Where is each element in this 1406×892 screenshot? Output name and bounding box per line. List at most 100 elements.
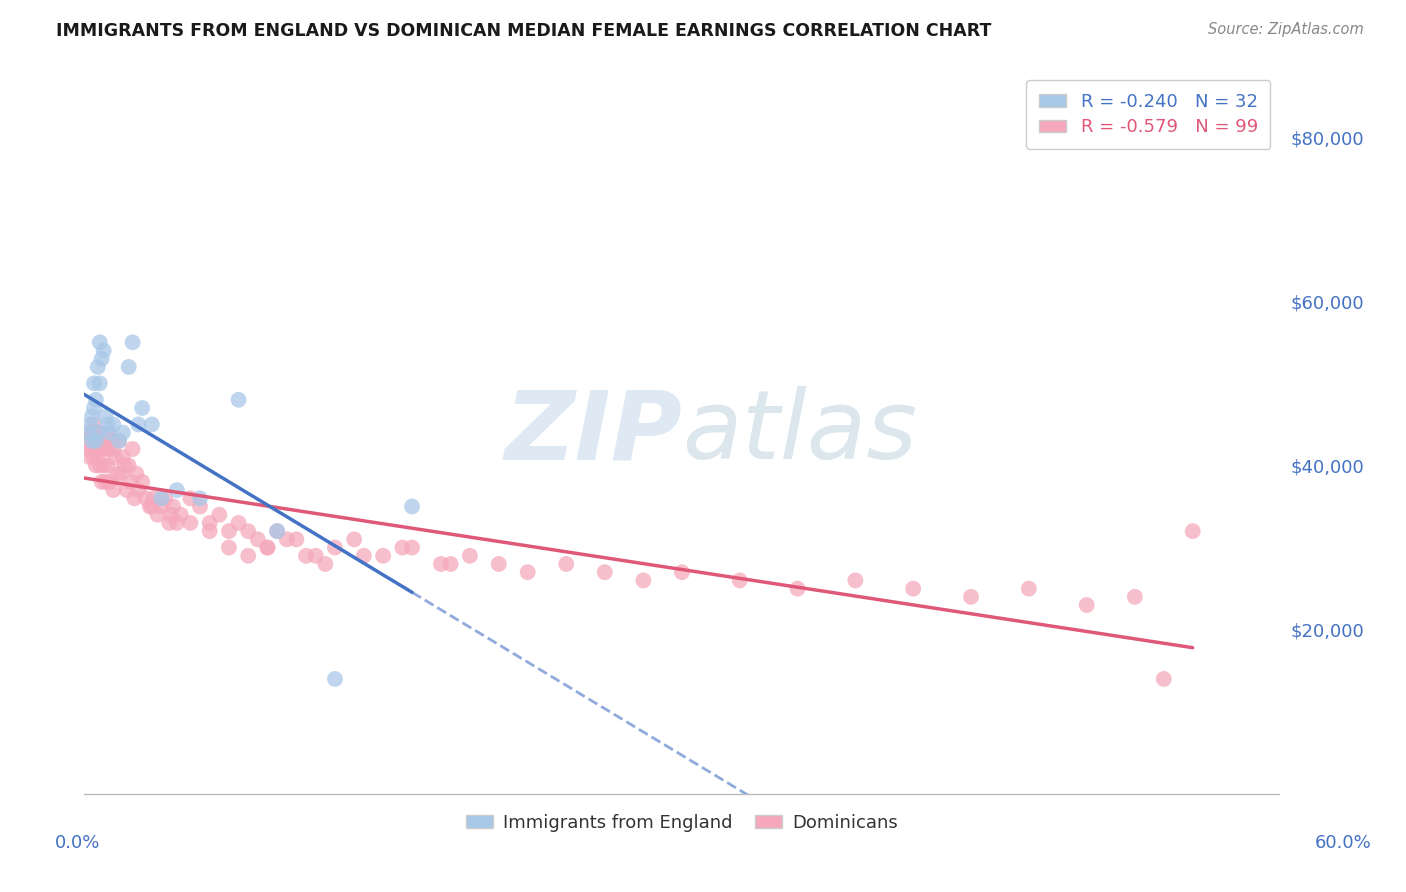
Point [89, 376, 111, 391]
Point [256, 541, 278, 555]
Point [108, 434, 131, 448]
Point [93, 434, 115, 448]
Point [87, 434, 110, 448]
Point [139, 500, 162, 514]
Point [150, 500, 173, 514]
Point [121, 335, 143, 350]
Point [170, 508, 193, 522]
Point [401, 541, 423, 555]
Point [960, 590, 983, 604]
Point [79, 417, 101, 432]
Point [146, 508, 169, 522]
Point [135, 491, 157, 506]
Point [90, 442, 112, 456]
Point [77, 442, 100, 456]
Point [89, 458, 111, 473]
Point [103, 483, 125, 497]
Point [157, 516, 180, 530]
Point [103, 417, 125, 432]
Point [118, 359, 141, 374]
Point [77, 425, 100, 440]
Point [430, 557, 453, 571]
Point [1153, 672, 1175, 686]
Point [198, 524, 221, 538]
Point [633, 574, 655, 588]
Point [228, 516, 250, 530]
Point [83, 450, 105, 465]
Point [266, 524, 288, 538]
Point [125, 467, 148, 481]
Point [198, 516, 221, 530]
Text: 0.0%: 0.0% [55, 834, 100, 852]
Point [127, 417, 149, 432]
Point [80, 442, 103, 456]
Text: 60.0%: 60.0% [1315, 834, 1371, 852]
Point [87, 450, 110, 465]
Point [343, 533, 366, 547]
Point [439, 557, 461, 571]
Legend: Immigrants from England, Dominicans: Immigrants from England, Dominicans [458, 806, 905, 839]
Point [84, 434, 107, 448]
Point [100, 434, 122, 448]
Point [104, 450, 127, 465]
Point [83, 376, 105, 391]
Point [150, 491, 173, 506]
Point [391, 541, 413, 555]
Point [188, 491, 211, 506]
Text: IMMIGRANTS FROM ENGLAND VS DOMINICAN MEDIAN FEMALE EARNINGS CORRELATION CHART: IMMIGRANTS FROM ENGLAND VS DOMINICAN MED… [56, 22, 991, 40]
Point [1076, 598, 1098, 612]
Point [94, 442, 117, 456]
Point [115, 483, 138, 497]
Point [127, 483, 149, 497]
Point [77, 425, 100, 440]
Point [401, 500, 423, 514]
Point [108, 434, 131, 448]
Point [166, 516, 188, 530]
Text: atlas: atlas [682, 386, 917, 479]
Point [118, 458, 141, 473]
Point [89, 335, 111, 350]
Point [844, 574, 866, 588]
Point [671, 565, 693, 579]
Point [141, 417, 163, 432]
Point [96, 417, 118, 432]
Point [323, 672, 346, 686]
Point [353, 549, 375, 563]
Point [114, 458, 136, 473]
Text: ZIP: ZIP [503, 386, 682, 479]
Point [121, 442, 143, 456]
Point [903, 582, 925, 596]
Point [238, 549, 260, 563]
Point [373, 549, 395, 563]
Point [1018, 582, 1040, 596]
Point [323, 541, 346, 555]
Point [208, 508, 231, 522]
Point [131, 401, 153, 415]
Point [83, 401, 105, 415]
Point [96, 425, 118, 440]
Point [160, 508, 183, 522]
Point [179, 516, 201, 530]
Point [90, 351, 112, 366]
Point [79, 434, 101, 448]
Point [87, 359, 110, 374]
Point [141, 500, 163, 514]
Point [728, 574, 751, 588]
Point [94, 475, 117, 489]
Point [87, 425, 110, 440]
Point [488, 557, 510, 571]
Point [110, 467, 132, 481]
Point [111, 450, 134, 465]
Point [105, 467, 128, 481]
Point [98, 475, 121, 489]
Point [188, 500, 211, 514]
Point [111, 425, 134, 440]
Point [314, 557, 336, 571]
Point [179, 491, 201, 506]
Point [84, 434, 107, 448]
Point [93, 458, 115, 473]
Point [120, 475, 142, 489]
Point [246, 533, 269, 547]
Point [84, 442, 107, 456]
Point [80, 425, 103, 440]
